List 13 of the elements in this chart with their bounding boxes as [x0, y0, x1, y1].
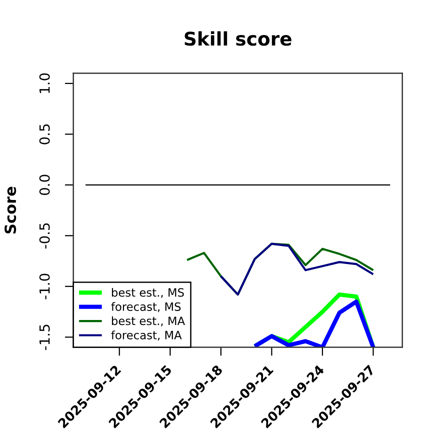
- legend-label: forecast, MA: [111, 330, 182, 341]
- y-tick-label: -1.5: [40, 324, 50, 350]
- y-axis-title: Score: [4, 186, 16, 234]
- y-tick-label: 0.0: [39, 174, 50, 196]
- line-series: [220, 242, 374, 296]
- legend-label: best est., MA: [112, 316, 185, 326]
- legend-label: forecast, MS: [111, 302, 181, 312]
- y-tick-label: -0.5: [39, 223, 50, 249]
- chart-title: Skill score: [184, 31, 292, 46]
- legend-label: best est., MS: [112, 288, 184, 298]
- y-tick-label: -1.0: [39, 274, 50, 300]
- y-tick-label: 0.5: [39, 124, 50, 144]
- y-tick-label: 1.0: [39, 73, 50, 93]
